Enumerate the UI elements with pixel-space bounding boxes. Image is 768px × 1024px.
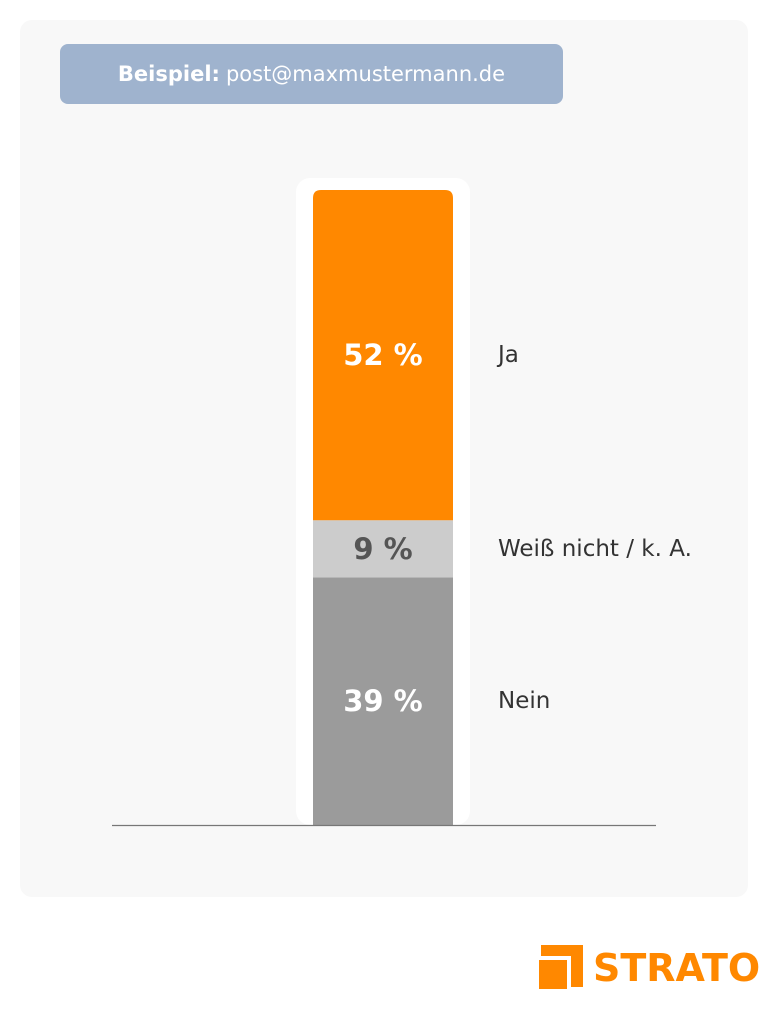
example-label: Beispiel: [117, 62, 220, 86]
legend-label-segment-0: Nein [498, 688, 551, 715]
bar-segment-1 [313, 520, 453, 578]
value-label-segment-2: 52 % [343, 338, 423, 372]
bar-segment-0 [313, 577, 453, 825]
value-label-segment-1: 9 % [353, 532, 412, 566]
legend-label-segment-2: Ja [498, 342, 519, 369]
strato-logo-mark-icon [537, 945, 583, 991]
example-badge: Beispiel: post@maxmustermann.de [60, 44, 563, 104]
strato-logo-text: STRATO [593, 946, 761, 990]
bar-segment-2 [313, 190, 453, 521]
strato-logo: STRATO [537, 943, 760, 993]
legend-label-segment-1: Weiß nicht / k. A. [498, 535, 692, 562]
value-label-segment-0: 39 % [343, 684, 423, 718]
example-email: post@maxmustermann.de [225, 62, 506, 86]
